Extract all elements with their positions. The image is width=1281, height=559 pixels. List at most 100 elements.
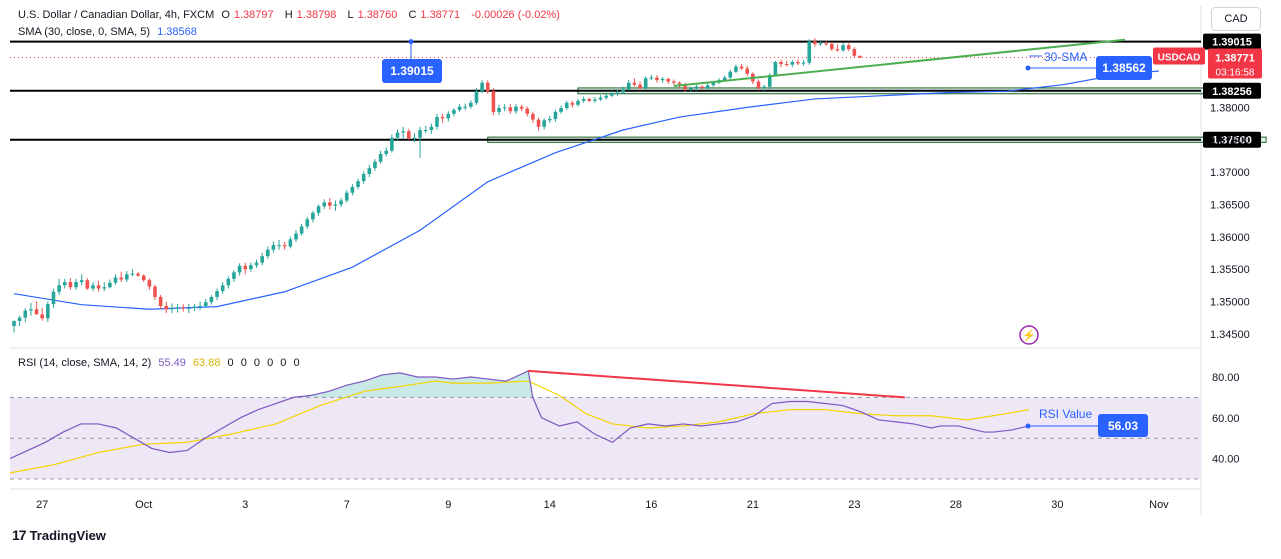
candle: [615, 89, 620, 96]
candle-body: [694, 86, 699, 89]
candle-body: [858, 55, 862, 58]
time-tick: Nov: [1149, 499, 1169, 511]
price-tick: 1.37000: [1210, 167, 1250, 179]
candle-body: [632, 82, 637, 85]
rsi-legend[interactable]: RSI (14, close, SMA, 14, 2) 55.49 63.88 …: [18, 357, 304, 369]
candle: [672, 79, 676, 86]
candle: [705, 83, 710, 90]
level-price-tag: [1203, 131, 1261, 148]
candle: [508, 104, 513, 114]
candle-body: [299, 226, 304, 234]
candle-body: [243, 265, 248, 270]
candle-body: [722, 77, 727, 81]
candle-body: [779, 62, 783, 64]
candle-body: [260, 256, 264, 263]
candle-body: [412, 137, 417, 139]
price-tick: 1.36500: [1210, 199, 1250, 211]
candle-body: [773, 62, 778, 75]
rsi-tick: 60.00: [1212, 413, 1240, 425]
candle: [254, 259, 259, 268]
sma-legend[interactable]: SMA (30, close, 0, SMA, 5) 1.38568: [18, 26, 201, 38]
candle: [745, 65, 749, 77]
sma-callout-label: 1.38562: [1102, 61, 1146, 75]
candle: [440, 113, 445, 123]
candle: [243, 262, 248, 275]
rsi-legend-zero: 0: [267, 357, 274, 369]
last-price-tag: [1208, 48, 1262, 79]
candle-body: [672, 81, 676, 83]
candle: [762, 84, 766, 92]
candle: [266, 246, 270, 259]
candle: [40, 307, 44, 321]
candle-body: [187, 307, 191, 309]
candle-body: [502, 107, 507, 109]
candle-body: [384, 150, 389, 154]
candle: [452, 108, 456, 117]
candle-body: [232, 272, 236, 279]
candle-body: [339, 200, 343, 205]
rsi-legend-label: RSI (14, close, SMA, 14, 2): [18, 357, 152, 369]
candle-body: [536, 119, 541, 127]
candle: [626, 80, 631, 91]
candle-body: [796, 62, 800, 64]
candle-body: [215, 291, 219, 297]
candle-body: [514, 106, 518, 112]
candle-body: [85, 280, 90, 289]
candle: [113, 274, 118, 285]
candle-body: [587, 98, 592, 101]
candle-body: [102, 287, 107, 289]
candle-body: [74, 282, 78, 288]
candle: [401, 126, 405, 139]
candle-body: [700, 86, 704, 88]
rsi-divergence-line: [528, 369, 905, 399]
candle-body: [598, 97, 603, 100]
candle-body: [125, 274, 129, 280]
symbol-tag: [1153, 47, 1205, 65]
candle: [215, 288, 219, 301]
candle: [170, 303, 174, 314]
price-change: -0.00026 (-0.02%): [471, 9, 560, 21]
candle: [570, 100, 575, 108]
candle: [858, 55, 862, 59]
rsi-legend-zero: 0: [293, 357, 300, 369]
candle-body: [130, 273, 135, 275]
candle-body: [542, 120, 546, 127]
sma-legend-value: 1.38568: [157, 26, 197, 38]
candle-body: [311, 212, 315, 220]
candle-body: [57, 285, 61, 292]
candle-body: [813, 41, 817, 44]
candle-body: [497, 108, 501, 112]
candle: [841, 42, 845, 52]
candle-body: [784, 64, 789, 65]
candle-body: [305, 219, 310, 227]
ohlc-close: C 1.38771: [408, 9, 461, 21]
candle-body: [801, 62, 806, 64]
candle: [23, 307, 28, 323]
candle: [237, 263, 242, 276]
candle: [604, 93, 608, 100]
price-tick: 1.34500: [1210, 329, 1250, 341]
candle: [564, 100, 569, 110]
candle: [220, 282, 225, 294]
candle: [790, 60, 795, 68]
sma-legend-label: SMA (30, close, 0, SMA, 5): [18, 26, 151, 38]
candle: [390, 134, 394, 153]
price-tick: 1.37500: [1210, 135, 1250, 147]
candle: [119, 271, 123, 283]
candle: [429, 123, 434, 134]
candle-body: [153, 286, 157, 297]
candle: [756, 79, 761, 91]
candle: [531, 111, 535, 123]
candle-body: [322, 202, 326, 207]
currency-button[interactable]: CAD: [1211, 7, 1261, 31]
candle: [846, 43, 851, 52]
tradingview-logo[interactable]: 17 TradingView: [12, 527, 106, 543]
candle-body: [423, 130, 428, 131]
candle-body: [576, 100, 580, 105]
candle-body: [175, 307, 180, 309]
candle: [593, 97, 597, 103]
rsi-callout-label: 56.03: [1108, 419, 1138, 433]
candle: [407, 128, 411, 140]
time-tick: 23: [848, 499, 860, 511]
candle: [153, 284, 157, 301]
